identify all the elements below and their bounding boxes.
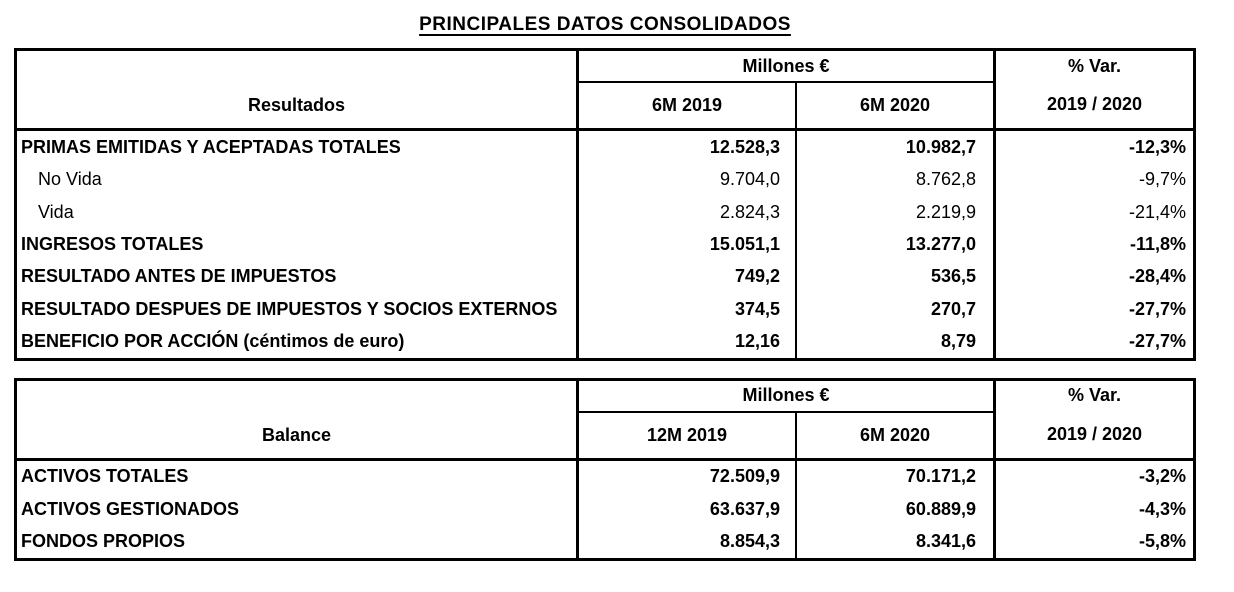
millones-header-cell: Millones € (579, 381, 993, 413)
row-label: FONDOS PROPIOS (17, 525, 579, 558)
value-period2: 2.219,9 (915, 201, 976, 222)
page-title: PRINCIPALES DATOS CONSOLIDADOS (419, 14, 791, 35)
var-header-cell: % Var. 2019 / 2020 (993, 380, 1193, 461)
var-period-label: 2019 / 2020 (1046, 94, 1143, 115)
table-balance: Balance Millones € % Var. 2019 / 2020 12… (14, 377, 1196, 561)
value-variation: -21,4% (993, 195, 1193, 229)
row-label: PRIMAS EMITIDAS Y ACEPTADAS TOTALES (17, 131, 579, 164)
value-variation: -9,7% (993, 163, 1193, 196)
var-header-cell: % Var. 2019 / 2020 (993, 51, 1193, 131)
section-header-label: Resultados (247, 95, 346, 116)
row-label: ACTIVOS TOTALES (17, 460, 579, 494)
millones-header-cell: Millones € (579, 51, 993, 83)
row-label: BENEFICIO POR ACCIÓN (céntimos de euro) (17, 325, 579, 358)
value-variation: -3,2% (993, 460, 1193, 494)
value-period1: 749,2 (579, 260, 797, 293)
value-period1: 374,5 (579, 292, 797, 326)
value-period1: 2.824,3 (579, 195, 797, 229)
row-label: RESULTADO DESPUES DE IMPUESTOS Y SOCIOS … (17, 292, 579, 326)
period2-header-cell: 6M 2020 (797, 413, 993, 461)
value-period2: 536,5 (930, 266, 976, 287)
value-period1: 12.528,3 (579, 131, 797, 164)
row-label: INGRESOS TOTALES (17, 228, 579, 261)
value-period1: 9.704,0 (579, 163, 797, 196)
var-header-label: % Var. (1067, 55, 1122, 76)
value-period2: 270,7 (930, 298, 976, 319)
balance-header-cell: Balance (17, 380, 579, 461)
resultados-header-cell: Resultados (17, 51, 579, 131)
value-period1: 12,16 (579, 325, 797, 358)
period1-header-cell: 12M 2019 (579, 412, 797, 461)
value-variation: -12,3% (993, 131, 1193, 164)
var-period-label: 2019 / 2020 (1046, 423, 1143, 444)
row-label: ACTIVOS GESTIONADOS (17, 493, 579, 526)
period1-header-cell: 6M 2019 (579, 83, 797, 131)
value-variation: -11,8% (993, 228, 1193, 261)
table-resultados: Resultados Millones € % Var. 2019 / 2020… (14, 48, 1196, 361)
value-period2: 13.277,0 (905, 233, 976, 254)
period2-header-cell: 6M 2020 (797, 83, 993, 131)
value-period2: 8.762,8 (915, 169, 976, 190)
row-label: RESULTADO ANTES DE IMPUESTOS (17, 260, 579, 293)
value-period2: 60.889,9 (905, 498, 976, 519)
value-period2: 8.341,6 (915, 531, 976, 552)
value-period1: 63.637,9 (579, 493, 797, 526)
value-period2: 8,79 (940, 331, 976, 352)
value-period1: 15.051,1 (579, 228, 797, 261)
value-variation: -5,8% (993, 525, 1193, 558)
var-header-label: % Var. (1067, 385, 1122, 406)
value-period1: 8.854,3 (579, 525, 797, 558)
value-variation: -27,7% (993, 292, 1193, 326)
value-variation: -28,4% (993, 260, 1193, 293)
section-header-label: Balance (261, 424, 332, 445)
row-label: No Vida (17, 163, 579, 196)
value-variation: -27,7% (993, 325, 1193, 358)
value-period2: 10.982,7 (905, 136, 976, 157)
value-variation: -4,3% (993, 493, 1193, 526)
row-label: Vida (17, 195, 579, 229)
value-period1: 72.509,9 (579, 460, 797, 494)
value-period2: 70.171,2 (905, 466, 976, 487)
title-container: PRINCIPALES DATOS CONSOLIDADOS (14, 14, 1196, 36)
